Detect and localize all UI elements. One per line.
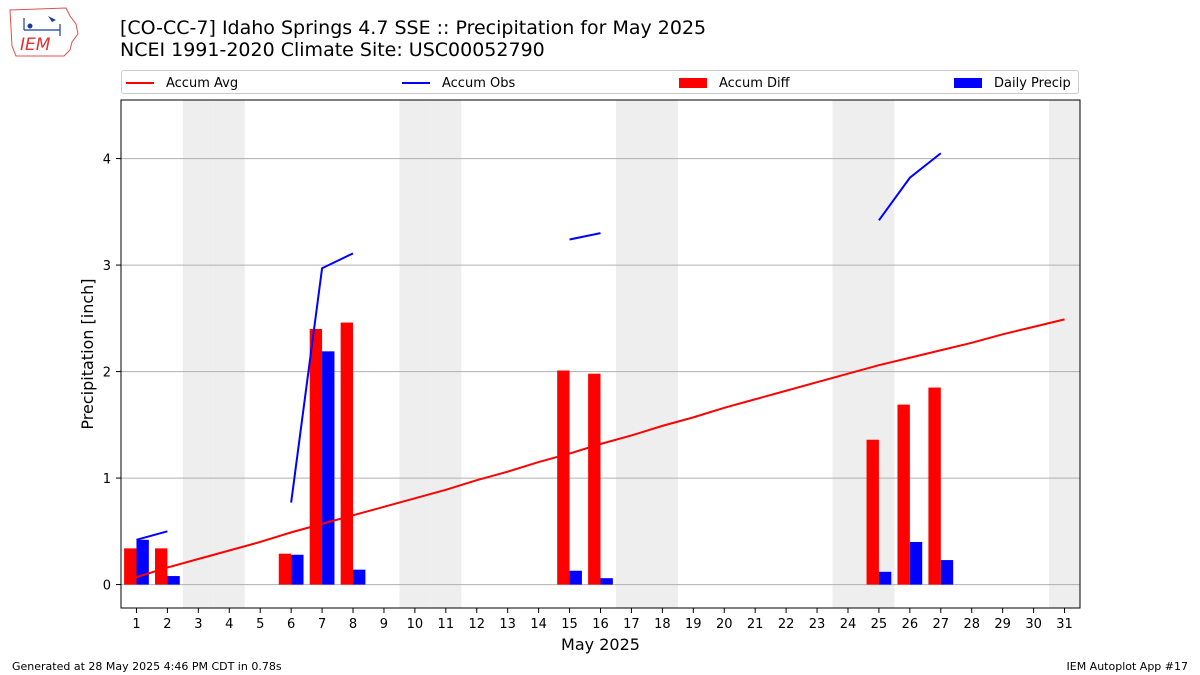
weekend-shade-18	[646, 100, 678, 608]
bar-accum-diff-27	[928, 387, 941, 585]
x-tick-label-14: 14	[530, 617, 547, 632]
legend-swatch-daily-precip	[954, 78, 982, 88]
bar-accum-diff-26	[897, 404, 910, 585]
logo-text: IEM	[20, 35, 51, 55]
y-tick-label-3: 3	[103, 259, 111, 274]
x-tick-label-22: 22	[778, 617, 795, 632]
x-tick-label-28: 28	[963, 617, 980, 632]
x-tick-label-26: 26	[902, 617, 919, 632]
bar-daily-precip-27	[940, 560, 954, 585]
bar-daily-precip-26	[909, 541, 923, 585]
bar-accum-diff-8	[340, 322, 354, 585]
line-accum-obs-segment-4	[878, 152, 942, 221]
x-axis-label: May 2025	[561, 635, 640, 654]
bar-daily-precip-7	[322, 351, 335, 585]
bar-daily-precip-16	[600, 578, 613, 585]
weekend-shading	[182, 100, 1080, 608]
bar-daily-precip-25	[878, 571, 892, 585]
y-tick-label-1: 1	[103, 472, 111, 487]
x-tick-label-30: 30	[1025, 617, 1042, 632]
legend-item-accum-avg: Accum Avg	[126, 71, 238, 95]
legend-swatch-accum-obs	[402, 82, 430, 84]
line-accum-avg	[136, 318, 1065, 579]
x-tick-label-15: 15	[561, 617, 578, 632]
bar-daily-precip-15	[569, 570, 582, 585]
x-tick-label-24: 24	[840, 617, 857, 632]
bar-accum-diff-7	[309, 328, 323, 585]
x-tick-label-6: 6	[287, 617, 295, 632]
weekend-shade-4	[213, 100, 245, 608]
legend-item-accum-obs: Accum Obs	[402, 71, 515, 95]
legend-label-daily-precip: Daily Precip	[994, 75, 1071, 91]
y-axis-label: Precipitation [inch]	[78, 278, 97, 429]
x-tick-label-31: 31	[1056, 617, 1073, 632]
y-tick-label-0: 0	[103, 579, 111, 594]
y-tick-label-4: 4	[103, 153, 111, 168]
x-tick-label-3: 3	[194, 617, 202, 632]
bar-daily-precip-1	[136, 539, 149, 585]
x-tick-label-4: 4	[225, 617, 233, 632]
weekend-shade-31	[1049, 100, 1080, 608]
x-tick-label-12: 12	[468, 617, 485, 632]
iem-logo: IEM	[8, 6, 82, 60]
bar-accum-diff-2	[155, 548, 168, 585]
x-tick-label-17: 17	[623, 617, 640, 632]
x-tick-label-21: 21	[747, 617, 764, 632]
x-tick-label-2: 2	[163, 617, 171, 632]
lines	[136, 152, 1065, 579]
weekend-shade-24	[832, 100, 864, 608]
x-tick-label-18: 18	[654, 617, 671, 632]
legend-label-accum-diff: Accum Diff	[719, 75, 790, 91]
x-tick-label-1: 1	[132, 617, 140, 632]
x-tick-label-29: 29	[994, 617, 1011, 632]
bar-daily-precip-2	[167, 576, 180, 585]
chart-title: [CO-CC-7] Idaho Springs 4.7 SSE :: Preci…	[120, 17, 707, 39]
legend-label-accum-obs: Accum Obs	[442, 75, 516, 91]
footer-app: IEM Autoplot App #17	[1066, 660, 1189, 673]
bar-daily-precip-6	[291, 554, 304, 585]
x-tick-label-23: 23	[809, 617, 826, 632]
bar-accum-diff-25	[866, 439, 879, 585]
legend-swatch-accum-avg	[126, 82, 154, 84]
legend-item-daily-precip: Daily Precip	[954, 71, 1071, 95]
x-tick-label-11: 11	[438, 617, 455, 632]
bar-accum-diff-16	[588, 373, 601, 585]
line-accum-obs-segment-3	[569, 232, 601, 241]
weekend-shade-3	[182, 100, 214, 608]
bar-accum-diff-6	[278, 553, 292, 585]
x-tick-label-5: 5	[256, 617, 264, 632]
chart-legend: Accum Avg Accum Obs Accum Diff Daily Pre…	[121, 70, 1079, 94]
x-tick-label-25: 25	[871, 617, 888, 632]
bars	[124, 322, 954, 585]
x-tick-label-9: 9	[380, 617, 388, 632]
x-tick-label-13: 13	[499, 617, 516, 632]
legend-label-accum-avg: Accum Avg	[166, 75, 239, 91]
line-accum-obs-segment-2	[290, 252, 354, 503]
weekend-shade-17	[615, 100, 647, 608]
x-tick-label-19: 19	[685, 617, 702, 632]
bar-accum-diff-1	[124, 548, 137, 585]
y-tick-label-2: 2	[103, 366, 111, 381]
x-tick-label-16: 16	[592, 617, 609, 632]
x-tick-label-10: 10	[407, 617, 424, 632]
x-tick-label-7: 7	[318, 617, 326, 632]
legend-item-accum-diff: Accum Diff	[679, 71, 790, 95]
footer-generated: Generated at 28 May 2025 4:46 PM CDT in …	[12, 660, 282, 673]
weekend-shade-10	[399, 100, 431, 608]
x-tick-label-8: 8	[349, 617, 357, 632]
bar-daily-precip-8	[353, 569, 366, 585]
x-tick-label-20: 20	[716, 617, 733, 632]
line-accum-obs-segment-1	[136, 530, 168, 541]
x-tick-label-27: 27	[933, 617, 950, 632]
chart-subtitle: NCEI 1991-2020 Climate Site: USC00052790	[120, 39, 545, 61]
bar-accum-diff-15	[557, 370, 570, 585]
legend-swatch-accum-diff	[679, 78, 707, 88]
weekend-shade-11	[430, 100, 462, 608]
